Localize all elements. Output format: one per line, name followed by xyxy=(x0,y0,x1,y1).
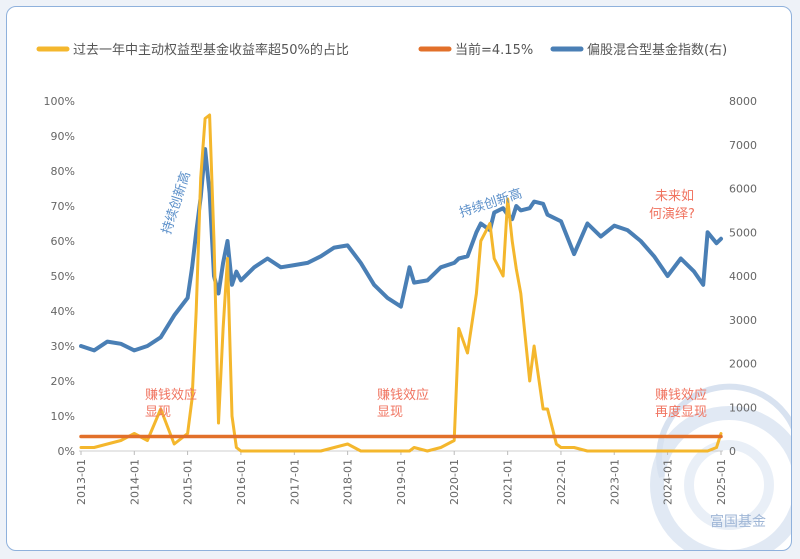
y-right-tick-label: 1000 xyxy=(729,401,757,414)
x-tick-label: 2020-01 xyxy=(448,459,461,505)
y-right-tick-label: 5000 xyxy=(729,226,757,239)
y-left-tick-label: 70% xyxy=(51,200,75,213)
x-tick-label: 2021-01 xyxy=(502,459,515,505)
y-right-tick-label: 6000 xyxy=(729,183,757,196)
x-tick-label: 2017-01 xyxy=(288,459,301,505)
axis-ticks: 0% 10% 20% 30% 40% 50% 60% 70% 80% 90% 100% 0 1000 20… xyxy=(44,95,757,505)
annotation-effect-2015-line2: 显现 xyxy=(145,405,171,420)
annotation-effect-2020-line1: 赚钱效应 xyxy=(377,387,429,403)
annotation-effect-2025-line1: 赚钱效应 xyxy=(655,387,707,403)
y-left-tick-label: 100% xyxy=(44,95,75,108)
y-left-tick-label: 60% xyxy=(51,235,75,248)
y-left-tick-label: 0% xyxy=(58,445,75,458)
chart-frame: 富国基金 过去一年中主动权益型基金收益率超50%的占比 当前=4.15% 偏股混… xyxy=(6,6,792,551)
y-right-tick-label: 2000 xyxy=(729,358,757,371)
x-tick-label: 2022-01 xyxy=(555,459,568,505)
watermark-text: 富国基金 xyxy=(710,513,766,530)
y-right-tick-label: 4000 xyxy=(729,270,757,283)
y-right-tick-label: 7000 xyxy=(729,139,757,152)
legend-label-share: 过去一年中主动权益型基金收益率超50%的占比 xyxy=(73,42,349,58)
y-left-tick-label: 40% xyxy=(51,305,75,318)
y-left-tick-label: 90% xyxy=(51,130,75,143)
x-tick-label: 2014-01 xyxy=(128,459,141,505)
annotation-effect-2020-line2: 显现 xyxy=(377,405,403,420)
annotation-effect-2015-line1: 赚钱效应 xyxy=(145,387,197,403)
annotation-new-high-2015: 持续创新高 xyxy=(159,169,194,236)
legend: 过去一年中主动权益型基金收益率超50%的占比 当前=4.15% 偏股混合型基金指… xyxy=(36,42,727,58)
annotation-effect-2025-line2: 再度显现 xyxy=(655,404,707,420)
x-tick-label: 2016-01 xyxy=(235,459,248,505)
x-tick-label: 2019-01 xyxy=(395,459,408,505)
y-right-tick-label: 8000 xyxy=(729,95,757,108)
index-line xyxy=(79,147,723,353)
x-tick-label: 2015-01 xyxy=(182,459,195,505)
x-tick-label: 2013-01 xyxy=(75,459,88,505)
legend-label-current: 当前=4.15% xyxy=(455,42,533,58)
annotation-future-line2: 何演绎? xyxy=(649,206,695,222)
plot-area xyxy=(79,113,723,453)
annotation-future-line1: 未来如 xyxy=(655,188,694,204)
x-tick-label: 2024-01 xyxy=(662,459,675,505)
y-left-tick-label: 20% xyxy=(51,375,75,388)
fund-performance-chart: 富国基金 过去一年中主动权益型基金收益率超50%的占比 当前=4.15% 偏股混… xyxy=(36,42,791,550)
fullgoal-logo-icon xyxy=(650,383,791,550)
share-line xyxy=(79,113,723,453)
y-right-tick-label: 0 xyxy=(729,445,736,458)
y-right-tick-label: 3000 xyxy=(729,314,757,327)
y-left-tick-label: 30% xyxy=(51,340,75,353)
legend-label-index: 偏股混合型基金指数(右) xyxy=(587,42,727,58)
x-tick-label: 2025-01 xyxy=(715,459,728,505)
x-tick-label: 2023-01 xyxy=(608,459,621,505)
x-tick-label: 2018-01 xyxy=(342,459,355,505)
y-left-tick-label: 50% xyxy=(51,270,75,283)
y-left-tick-label: 10% xyxy=(51,410,75,423)
y-left-tick-label: 80% xyxy=(51,165,75,178)
